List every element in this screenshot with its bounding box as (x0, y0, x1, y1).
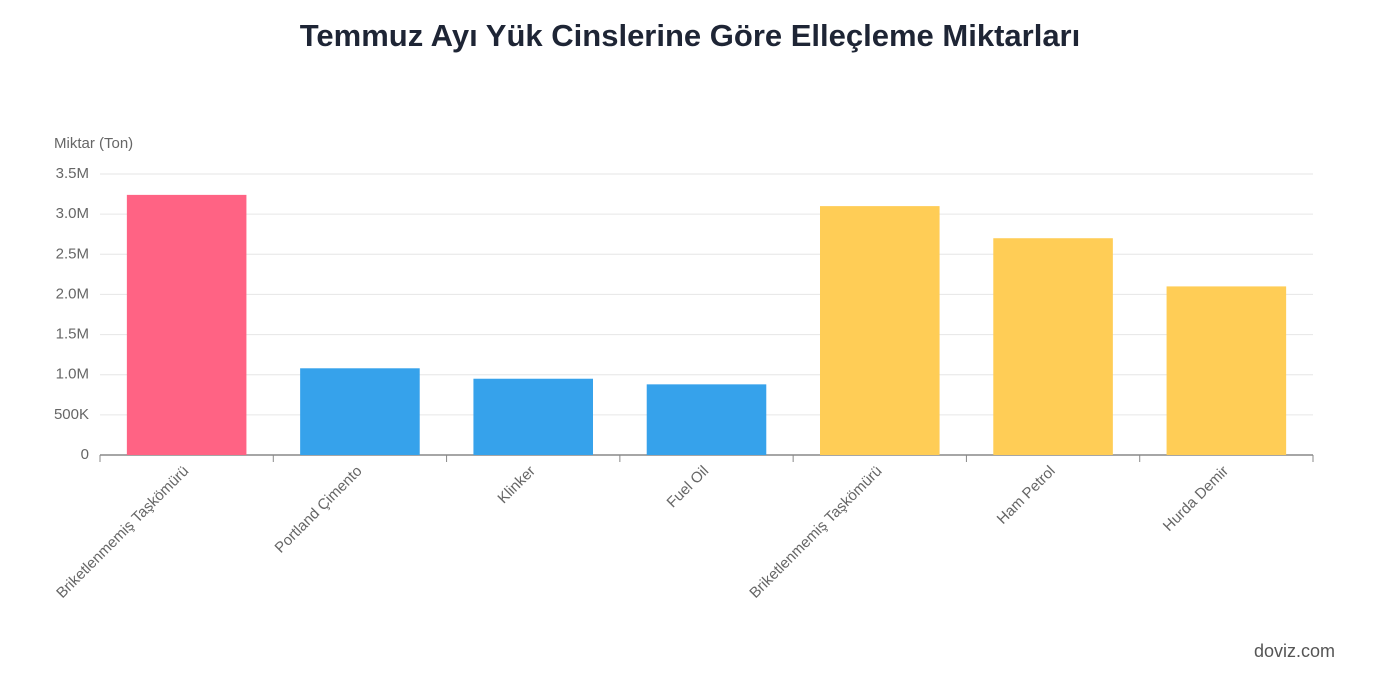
x-tick-label: Briketlenmemiş Taşkömürü (53, 463, 192, 602)
chart-title: Temmuz Ayı Yük Cinslerine Göre Elleçleme… (300, 18, 1080, 53)
bar (646, 384, 767, 455)
bar (300, 368, 420, 455)
y-tick-label: 3.5M (56, 165, 89, 182)
x-tick-label: Fuel Oil (664, 463, 713, 512)
y-tick-label: 2.5M (56, 245, 89, 262)
y-axis-label: Miktar (Ton) (54, 135, 133, 152)
footer: doviz.com (1254, 641, 1335, 661)
y-tick-label: 3.0M (56, 205, 89, 222)
x-tick-label: Portland Çimento (272, 463, 366, 557)
x-tick-label: Hurda Demir (1160, 463, 1232, 535)
x-tick-label: Klinker (494, 463, 538, 507)
x-tick-label: Ham Petrol (994, 463, 1059, 528)
y-tick-label: 1.5M (56, 326, 89, 343)
bar (126, 194, 247, 456)
y-tick-label: 2.0M (56, 285, 89, 302)
bar (993, 238, 1113, 455)
y-tick-label: 500K (54, 406, 89, 423)
bar (1166, 286, 1287, 455)
bar (473, 378, 593, 455)
y-tick-label: 0 (81, 446, 89, 463)
bar (820, 206, 940, 455)
y-tick-label: 1.0M (56, 366, 89, 383)
x-tick-label: Briketlenmemiş Taşkömürü (746, 463, 885, 602)
